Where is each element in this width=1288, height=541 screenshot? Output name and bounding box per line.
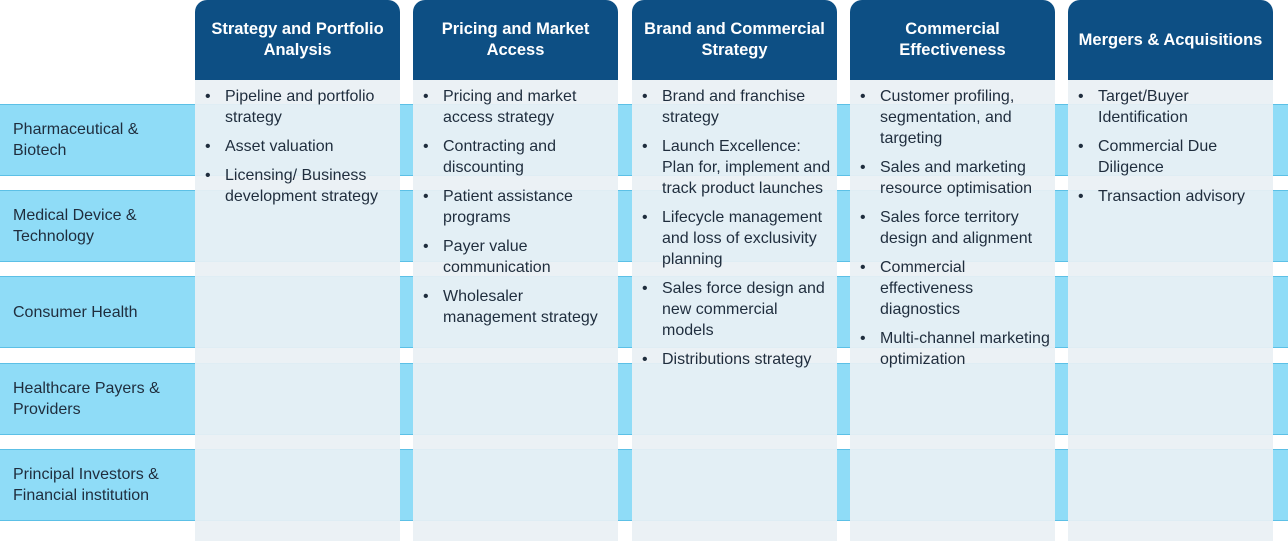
service-item: • Sales force design and new commercial m…: [642, 278, 833, 341]
service-item: • Sales and marketing resource optimisati…: [860, 157, 1051, 199]
segment-label: Consumer Health: [13, 303, 138, 321]
service-list: • Pipeline and portfolio strategy • Asset v…: [195, 86, 400, 215]
service-item: • Wholesaler management strategy: [423, 286, 614, 328]
service-item-text: Pipeline and portfolio strategy: [225, 88, 375, 126]
service-item-text: Patient assistance programs: [443, 188, 573, 226]
service-list: • Pricing and market access strategy • Cont…: [413, 86, 618, 336]
service-item: • Distributions strategy: [642, 349, 833, 370]
service-column: Pricing and Market Access • Pricing and ma…: [413, 0, 618, 541]
service-item-text: Sales force design and new commercial mo…: [662, 280, 825, 339]
service-item-text: Commercial Due Diligence: [1098, 138, 1218, 176]
service-item-text: Wholesaler management strategy: [443, 288, 598, 326]
bullet-icon: •: [205, 167, 211, 184]
service-item: • Asset valuation: [205, 136, 396, 157]
service-item-text: Sales force territory design and alignme…: [880, 209, 1033, 247]
bullet-icon: •: [860, 159, 866, 176]
service-item-text: Sales and marketing resource optimisatio…: [880, 159, 1033, 197]
bullet-icon: •: [642, 209, 648, 226]
service-item-text: Target/Buyer Identification: [1098, 88, 1189, 126]
service-item-text: Launch Excellence: Plan for, implement a…: [662, 138, 831, 197]
bullet-icon: •: [1078, 88, 1084, 105]
service-item-text: Asset valuation: [225, 138, 334, 155]
bullet-icon: •: [423, 288, 429, 305]
bullet-icon: •: [642, 88, 648, 105]
bullet-icon: •: [205, 138, 211, 155]
service-item: • Brand and franchise strategy: [642, 86, 833, 128]
service-item-text: Licensing/ Business development strategy: [225, 167, 378, 205]
column-header: Pricing and Market Access: [413, 0, 618, 80]
bullet-icon: •: [205, 88, 211, 105]
service-item: • Lifecycle management and loss of exclus…: [642, 207, 833, 270]
column-header: Brand and Commercial Strategy: [632, 0, 837, 80]
service-item: • Customer profiling, segmentation, and t…: [860, 86, 1051, 149]
bullet-icon: •: [423, 188, 429, 205]
bullet-icon: •: [860, 259, 866, 276]
bullet-icon: •: [423, 238, 429, 255]
bullet-icon: •: [423, 138, 429, 155]
service-item-text: Transaction advisory: [1098, 188, 1246, 205]
service-item-text: Commercial effectiveness diagnostics: [880, 259, 974, 318]
service-item-text: Customer profiling, segmentation, and ta…: [880, 88, 1015, 147]
service-column: Brand and Commercial Strategy • Brand and …: [632, 0, 837, 541]
service-item: • Patient assistance programs: [423, 186, 614, 228]
segment-label: Principal Investors & Financial institut…: [13, 466, 159, 504]
segment-label: Pharmaceutical & Biotech: [13, 121, 139, 159]
bullet-icon: •: [642, 138, 648, 155]
bullet-icon: •: [860, 88, 866, 105]
service-list: • Brand and franchise strategy • Launch Exc…: [632, 86, 837, 378]
column-body: [850, 80, 1055, 541]
segment-label: Medical Device & Technology: [13, 207, 137, 245]
service-item: • Target/Buyer Identification: [1078, 86, 1269, 128]
bullet-icon: •: [642, 351, 648, 368]
service-item-text: Contracting and discounting: [443, 138, 556, 176]
service-column: Commercial Effectiveness • Customer profil…: [850, 0, 1055, 541]
column-header: Commercial Effectiveness: [850, 0, 1055, 80]
service-item: • Payer value communication: [423, 236, 614, 278]
service-item: • Contracting and discounting: [423, 136, 614, 178]
column-header: Mergers & Acquisitions: [1068, 0, 1273, 80]
service-item: • Pipeline and portfolio strategy: [205, 86, 396, 128]
segment-label: Healthcare Payers & Providers: [13, 380, 160, 418]
service-item-text: Pricing and market access strategy: [443, 88, 577, 126]
service-column: Strategy and Portfolio Analysis • Pipeline…: [195, 0, 400, 541]
service-item-text: Multi-channel marketing optimization: [880, 330, 1050, 368]
bullet-icon: •: [642, 280, 648, 297]
service-item: • Pricing and market access strategy: [423, 86, 614, 128]
service-item: • Licensing/ Business development strateg…: [205, 165, 396, 207]
service-item-text: Lifecycle management and loss of exclusi…: [662, 209, 823, 268]
service-item-text: Payer value communication: [443, 238, 551, 276]
column-body: [413, 80, 618, 541]
service-item: • Sales force territory design and alignm…: [860, 207, 1051, 249]
column-header: Strategy and Portfolio Analysis: [195, 0, 400, 80]
service-list: • Customer profiling, segmentation, and t…: [850, 86, 1055, 378]
bullet-icon: •: [1078, 138, 1084, 155]
bullet-icon: •: [860, 209, 866, 226]
service-item: • Commercial Due Diligence: [1078, 136, 1269, 178]
column-body: [632, 80, 837, 541]
bullet-icon: •: [423, 88, 429, 105]
service-item: • Multi-channel marketing optimization: [860, 328, 1051, 370]
service-list: • Target/Buyer Identification • Commercial …: [1068, 86, 1273, 215]
service-column: Mergers & Acquisitions • Target/Buyer Iden…: [1068, 0, 1273, 541]
column-body: [195, 80, 400, 541]
service-item: • Launch Excellence: Plan for, implement …: [642, 136, 833, 199]
service-item: • Commercial effectiveness diagnostics: [860, 257, 1051, 320]
service-item-text: Distributions strategy: [662, 351, 812, 368]
service-item: • Transaction advisory: [1078, 186, 1269, 207]
bullet-icon: •: [860, 330, 866, 347]
column-body: [1068, 80, 1273, 541]
service-item-text: Brand and franchise strategy: [662, 88, 806, 126]
bullet-icon: •: [1078, 188, 1084, 205]
